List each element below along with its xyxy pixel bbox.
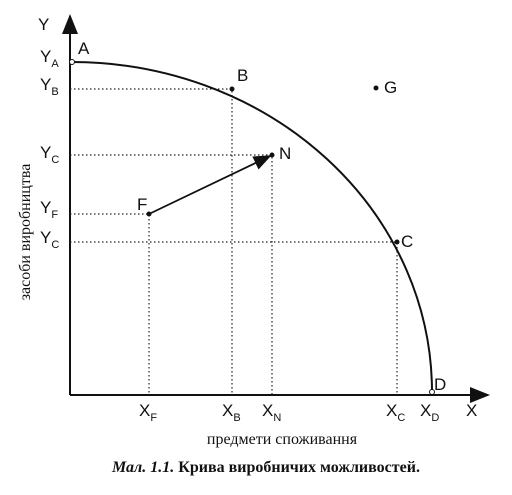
point-label: A xyxy=(78,39,90,58)
point-label: C xyxy=(401,232,413,251)
x-tick-label: XN xyxy=(262,401,281,424)
caption: Мал. 1.1. Крива виробничих можливостей. xyxy=(111,459,420,476)
guides xyxy=(70,88,398,395)
arrow-f-n xyxy=(148,155,272,215)
y-ticks: YA YB YC YF YC xyxy=(40,47,59,251)
x-tick-label: XB xyxy=(222,401,241,424)
point-label: N xyxy=(279,144,291,163)
point-label: F xyxy=(137,195,147,214)
x-tick-label: XD xyxy=(420,401,439,424)
x-ticks: XF XB XN XC XD xyxy=(139,401,439,424)
y-axis-label: Y xyxy=(38,15,49,34)
y-tick-label: YC xyxy=(40,228,59,251)
y-tick-label: YA xyxy=(40,47,59,70)
x-title: предмети споживання xyxy=(207,431,358,448)
y-tick-label: YB xyxy=(40,75,59,98)
x-tick-label: XF xyxy=(139,401,157,424)
x-axis-label: X xyxy=(466,401,477,420)
point-markers xyxy=(69,59,435,395)
y-tick-label: YC xyxy=(40,143,59,166)
x-tick-label: XC xyxy=(386,401,405,424)
point-label: D xyxy=(434,375,446,394)
y-tick-label: YF xyxy=(40,198,58,221)
ppf-curve xyxy=(71,61,433,393)
point-label: B xyxy=(237,66,248,85)
y-title: засоби виробництва xyxy=(17,164,34,301)
point-label: G xyxy=(384,78,397,97)
